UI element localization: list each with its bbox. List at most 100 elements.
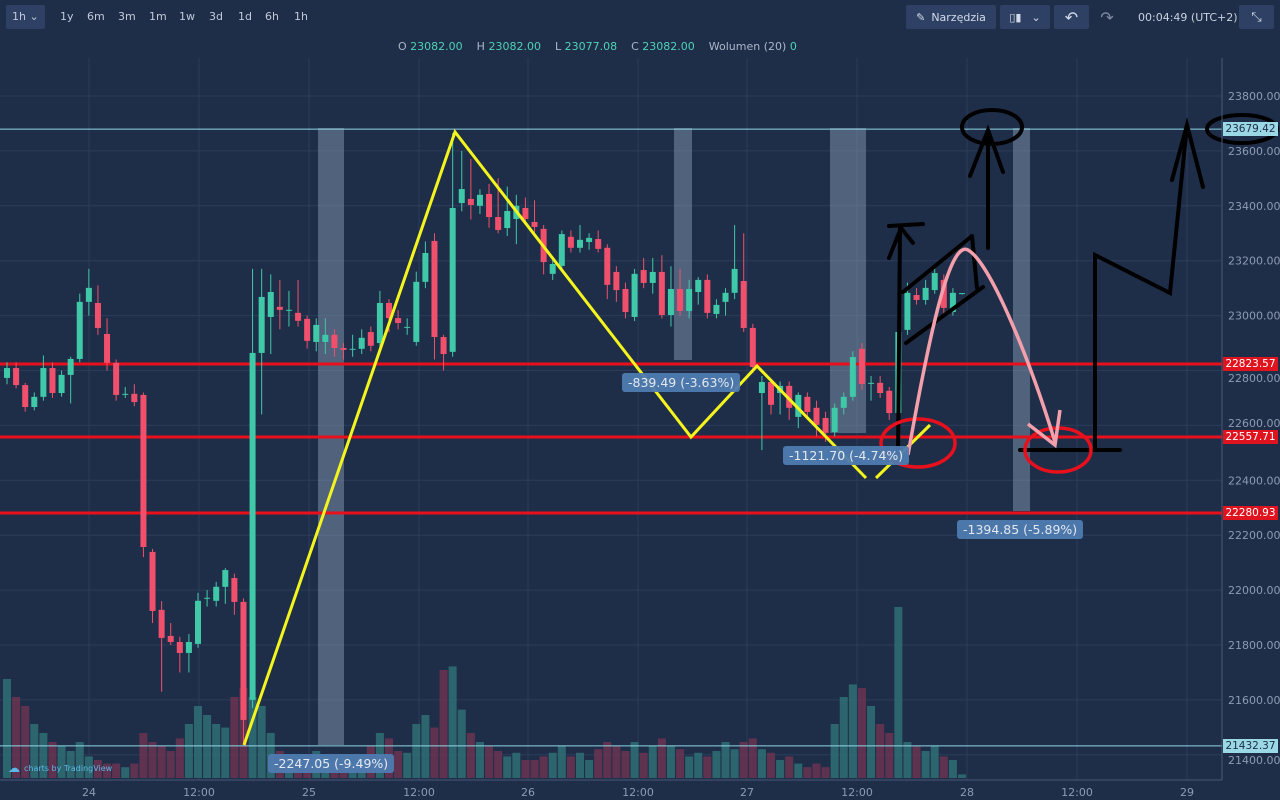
candle-body <box>913 295 920 300</box>
chevron-down-icon: ⌄ <box>29 10 39 23</box>
volume-bar <box>30 724 39 778</box>
candle-body <box>395 318 402 324</box>
candle-body <box>522 207 529 219</box>
fullscreen-button[interactable]: ⤡ <box>1239 5 1274 29</box>
volume-bar <box>84 756 93 778</box>
undo-button[interactable]: ↶ <box>1054 5 1089 29</box>
candle-body <box>31 396 38 408</box>
candle-body <box>185 641 192 653</box>
candle-body <box>404 326 411 328</box>
tools-button[interactable]: ✎ Narzędzia <box>906 5 996 29</box>
volume-bar <box>839 697 848 778</box>
volume-label: Wolumen (20) <box>708 40 787 53</box>
volume-bar <box>730 749 739 778</box>
measure-label: -1121.70 (-4.74%) <box>783 446 910 465</box>
interval-select[interactable]: 1h ⌄ <box>6 5 45 29</box>
candle-body <box>431 240 438 338</box>
volume-bar <box>739 742 748 778</box>
candle-body <box>849 357 856 397</box>
candle-body <box>440 337 447 355</box>
volume-bar <box>103 763 112 778</box>
chart-type-button[interactable]: ▯▮ ⌄ <box>1000 5 1050 29</box>
candle-body <box>376 302 383 344</box>
range-1w[interactable]: 1w <box>179 10 195 23</box>
time-tick-label: 29 <box>1180 786 1194 799</box>
volume-bar <box>93 760 102 778</box>
range-1m[interactable]: 1m <box>149 10 167 23</box>
volume-bar <box>748 738 757 778</box>
open-value: 23082.00 <box>410 40 463 53</box>
candle-body <box>213 586 220 601</box>
candle-body <box>649 271 656 283</box>
candle-body <box>858 348 865 384</box>
date-range-rect <box>674 128 692 360</box>
volume-bar <box>694 752 703 778</box>
candle-body <box>231 578 238 602</box>
candle-body <box>149 551 156 611</box>
candle-body <box>322 334 329 342</box>
range-6m[interactable]: 6m <box>87 10 105 23</box>
volume-bar <box>157 745 166 778</box>
range-1y[interactable]: 1y <box>60 10 74 23</box>
volume-bar <box>958 774 966 778</box>
candle-body <box>176 641 183 653</box>
low-value: 23077.08 <box>564 40 618 53</box>
candle-body <box>959 293 965 295</box>
time-tick-label: 12:00 <box>403 786 435 799</box>
range-3m[interactable]: 3m <box>118 10 136 23</box>
volume-bar <box>466 733 475 778</box>
volume-bar <box>503 756 512 778</box>
exit-fullscreen-icon: ⤡ <box>1251 9 1262 25</box>
volume-bar <box>712 751 721 778</box>
candle-body <box>258 296 265 353</box>
volume-bar <box>257 706 266 778</box>
candle-body <box>249 352 256 700</box>
volume-bar <box>230 697 239 778</box>
volume-bar <box>39 733 48 778</box>
candle-body <box>104 333 111 363</box>
black-channel <box>901 234 985 345</box>
candle-body <box>267 291 274 317</box>
candle-body <box>768 382 774 405</box>
range-1d[interactable]: 1d <box>238 10 252 23</box>
candle-body <box>931 273 938 291</box>
time-tick-label: 12:00 <box>841 786 873 799</box>
candle-body <box>667 288 674 316</box>
low-label: L <box>554 40 562 53</box>
volume-bar <box>612 745 621 778</box>
volume-bar <box>112 763 121 778</box>
candle-body <box>567 236 574 248</box>
range-3d[interactable]: 3d <box>209 10 223 23</box>
candle-body <box>122 393 129 395</box>
volume-bar <box>657 738 666 778</box>
candle-body <box>113 362 120 395</box>
volume-bar <box>685 756 694 778</box>
volume-bar <box>521 760 530 778</box>
volume-bar <box>867 706 876 778</box>
volume-bar <box>848 684 857 778</box>
candle-body <box>622 288 629 313</box>
volume-bar <box>666 745 675 778</box>
range-1h[interactable]: 1h <box>294 10 308 23</box>
interval-label: 1h <box>12 10 26 23</box>
candle-body <box>240 601 247 720</box>
volume-bar <box>57 745 66 778</box>
candle-body <box>358 337 365 349</box>
candle-body <box>613 271 620 291</box>
tradingview-branding[interactable]: ☁ charts by TradingView <box>8 761 112 775</box>
top-toolbar: 1h ⌄ 1y 6m 3m 1m 1w 3d 1d 6h 1h ✎ Narzędz… <box>0 0 1280 35</box>
candle-body <box>631 273 638 317</box>
volume-bar <box>439 670 448 778</box>
candle-body <box>204 597 211 599</box>
candle-body <box>922 287 929 300</box>
range-6h[interactable]: 6h <box>265 10 279 23</box>
price-tick-label: 21400.00 <box>1228 754 1280 767</box>
candles-icon: ▯▮ <box>1009 10 1022 24</box>
candle-body <box>549 263 556 274</box>
candle-body <box>285 309 292 311</box>
volume-bar <box>148 742 157 778</box>
candle-body <box>85 287 92 302</box>
redo-button[interactable]: ↷ <box>1093 5 1121 29</box>
price-tag: 22557.71 <box>1223 430 1278 444</box>
